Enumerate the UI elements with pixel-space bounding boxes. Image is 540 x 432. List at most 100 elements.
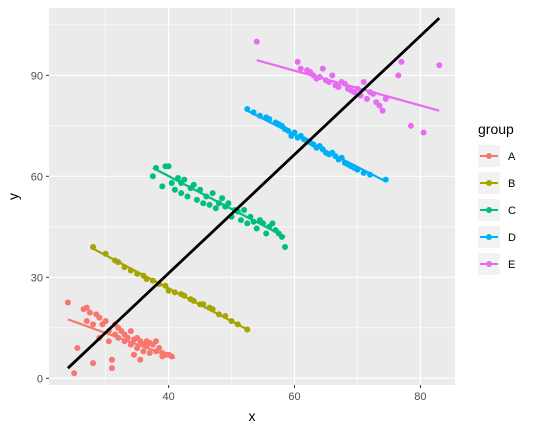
data-point-B <box>90 243 97 250</box>
data-point-E <box>398 58 405 65</box>
data-point-D <box>291 129 298 136</box>
data-point-C <box>206 201 213 208</box>
data-point-C <box>193 196 200 203</box>
data-point-E <box>319 65 326 72</box>
data-point-C <box>203 193 210 200</box>
data-point-B <box>165 287 172 294</box>
data-point-A <box>127 328 134 335</box>
data-point-C <box>253 225 260 232</box>
data-point-E <box>253 38 260 45</box>
data-point-C <box>219 195 226 202</box>
legend-label-B: B <box>508 178 515 190</box>
data-point-B <box>209 306 216 313</box>
data-point-E <box>329 72 336 79</box>
data-point-D <box>367 171 374 178</box>
data-point-A <box>134 344 141 351</box>
data-point-C <box>215 200 222 207</box>
y-axis-title: y <box>5 193 21 200</box>
data-point-B <box>190 297 197 304</box>
data-point-E <box>335 84 342 91</box>
legend-label-A: A <box>508 151 516 163</box>
data-point-C <box>241 206 248 213</box>
data-point-A <box>127 341 134 348</box>
data-point-D <box>285 127 292 134</box>
data-point-A <box>86 309 93 316</box>
data-point-A <box>90 321 97 328</box>
y-tick-label: 30 <box>31 272 43 284</box>
y-tick-label: 60 <box>31 171 43 183</box>
x-axis-title: x <box>249 408 256 424</box>
legend: group A B C D E <box>478 121 516 275</box>
data-point-A <box>146 350 153 357</box>
data-point-A <box>124 334 131 341</box>
data-point-C <box>244 220 251 227</box>
data-point-C <box>225 200 232 207</box>
data-point-B <box>102 250 109 257</box>
data-point-D <box>256 112 263 119</box>
data-point-E <box>395 72 402 79</box>
data-point-D <box>266 116 273 123</box>
data-point-B <box>234 321 241 328</box>
legend-key-point-B <box>486 180 492 186</box>
data-point-A <box>83 318 90 325</box>
data-point-C <box>165 163 172 170</box>
y-tick-label: 90 <box>31 70 43 82</box>
data-point-E <box>341 80 348 87</box>
data-point-A <box>156 344 163 351</box>
data-point-B <box>127 267 134 274</box>
data-point-E <box>379 107 386 114</box>
overall-fit-line-path <box>66 17 441 370</box>
data-point-C <box>212 205 219 212</box>
data-point-C <box>181 176 188 183</box>
data-point-D <box>382 176 389 183</box>
x-axis-ticks: 40 60 80 <box>162 385 427 403</box>
data-point-D <box>360 169 367 176</box>
data-point-C <box>200 200 207 207</box>
data-point-C <box>263 230 270 237</box>
y-axis-ticks: 0 30 60 90 <box>31 70 49 385</box>
legend-key-point-A <box>486 153 492 159</box>
data-point-C <box>197 186 204 193</box>
data-point-D <box>354 166 361 173</box>
data-point-B <box>115 259 122 266</box>
data-point-A <box>83 304 90 311</box>
data-point-B <box>121 264 128 271</box>
legend-label-C: C <box>508 205 516 217</box>
legend-label-D: D <box>508 232 516 244</box>
data-point-A <box>71 370 78 377</box>
data-point-A <box>153 338 160 345</box>
data-point-E <box>376 102 383 109</box>
legend-key-point-E <box>486 261 492 267</box>
data-point-E <box>360 79 367 86</box>
data-point-C <box>190 181 197 188</box>
data-point-B <box>143 275 150 282</box>
data-point-A <box>96 314 103 321</box>
data-point-B <box>222 312 229 319</box>
legend-label-E: E <box>508 259 515 271</box>
data-point-E <box>326 79 333 86</box>
legend-key-point-D <box>486 234 492 240</box>
data-point-E <box>370 90 377 97</box>
x-tick-label: 40 <box>162 391 174 403</box>
fit-line-E <box>256 59 440 112</box>
data-point-A <box>130 351 137 358</box>
data-point-C <box>171 186 178 193</box>
data-point-C <box>184 193 191 200</box>
data-point-E <box>316 74 323 81</box>
data-point-E <box>354 85 361 92</box>
y-tick-label: 0 <box>37 373 43 385</box>
data-point-C <box>250 218 257 225</box>
data-point-C <box>260 220 267 227</box>
data-point-C <box>282 243 289 250</box>
data-point-B <box>171 289 178 296</box>
data-point-B <box>149 277 156 284</box>
data-point-A <box>140 348 147 355</box>
data-point-B <box>134 270 141 277</box>
data-point-C <box>168 180 175 187</box>
data-point-A <box>108 365 115 372</box>
legend-title: group <box>478 121 514 137</box>
data-point-A <box>102 318 109 325</box>
data-point-B <box>162 282 169 289</box>
data-point-E <box>297 65 304 72</box>
data-point-E <box>420 129 427 136</box>
